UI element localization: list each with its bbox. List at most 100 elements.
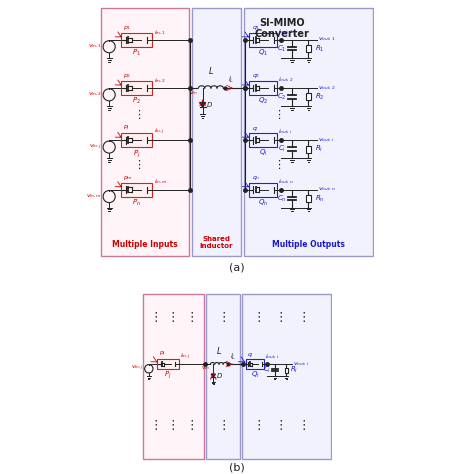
Text: $\vdots$: $\vdots$ bbox=[274, 310, 283, 324]
Text: $C_{n}$: $C_{n}$ bbox=[277, 193, 286, 204]
Text: $v_{out,1}$: $v_{out,1}$ bbox=[318, 36, 336, 44]
Text: $R_{n}$: $R_{n}$ bbox=[315, 193, 324, 204]
Text: (a): (a) bbox=[229, 262, 245, 272]
Polygon shape bbox=[211, 374, 215, 377]
Polygon shape bbox=[200, 102, 206, 107]
Bar bbox=[157, 359, 179, 369]
Text: $\vdots$: $\vdots$ bbox=[297, 310, 306, 324]
Text: $p_{m}$: $p_{m}$ bbox=[123, 174, 133, 182]
Text: $v_{in,2}$: $v_{in,2}$ bbox=[88, 91, 102, 99]
Bar bbox=[206, 294, 240, 459]
Text: $i_{in,2}$: $i_{in,2}$ bbox=[154, 76, 166, 85]
Text: $i_{in,j}$: $i_{in,j}$ bbox=[180, 352, 191, 362]
Text: $\vdots$: $\vdots$ bbox=[185, 310, 194, 324]
Text: $\vdots$: $\vdots$ bbox=[252, 310, 260, 324]
Bar bbox=[121, 183, 152, 197]
Text: $q_i$: $q_i$ bbox=[247, 351, 255, 359]
Text: $\vdots$: $\vdots$ bbox=[252, 418, 260, 432]
Text: $v_{in,1}$: $v_{in,1}$ bbox=[88, 43, 102, 50]
Text: Multiple Inputs: Multiple Inputs bbox=[112, 240, 178, 249]
Bar bbox=[101, 8, 189, 255]
Text: $R_{2}$: $R_{2}$ bbox=[315, 92, 324, 102]
Text: $p_{2}$: $p_{2}$ bbox=[123, 72, 132, 80]
Text: Multiple Outputs: Multiple Outputs bbox=[272, 240, 345, 249]
Text: $\vdots$: $\vdots$ bbox=[133, 108, 141, 120]
Text: $\vdots$: $\vdots$ bbox=[133, 158, 141, 172]
Text: $\vdots$: $\vdots$ bbox=[149, 418, 158, 432]
Bar bbox=[246, 359, 264, 369]
Text: $v_{in}$: $v_{in}$ bbox=[201, 364, 210, 372]
Text: $v_{in,j}$: $v_{in,j}$ bbox=[131, 364, 144, 374]
Polygon shape bbox=[171, 362, 175, 366]
Polygon shape bbox=[141, 187, 147, 193]
Text: $\vdots$: $\vdots$ bbox=[166, 310, 175, 324]
Text: $\vdots$: $\vdots$ bbox=[273, 158, 281, 172]
Bar bbox=[249, 81, 277, 95]
Text: $D$: $D$ bbox=[216, 371, 223, 380]
Text: SI-MIMO
Converter: SI-MIMO Converter bbox=[255, 18, 310, 39]
Text: $C_{i}$: $C_{i}$ bbox=[278, 144, 286, 154]
Text: $i_L$: $i_L$ bbox=[228, 74, 234, 85]
Text: $P_{n}$: $P_{n}$ bbox=[132, 198, 141, 208]
Bar bbox=[249, 33, 277, 47]
Bar bbox=[121, 33, 152, 47]
Text: $v_{out,n}$: $v_{out,n}$ bbox=[318, 186, 336, 193]
Bar bbox=[244, 8, 373, 255]
Text: $i_{out,n}$: $i_{out,n}$ bbox=[278, 178, 294, 186]
Polygon shape bbox=[141, 37, 147, 43]
Text: $q_{1}$: $q_{1}$ bbox=[252, 24, 260, 32]
Polygon shape bbox=[267, 37, 273, 43]
Text: $Q_{n}$: $Q_{n}$ bbox=[258, 198, 268, 208]
Bar bbox=[143, 294, 204, 459]
Text: $\vdots$: $\vdots$ bbox=[166, 418, 175, 432]
Polygon shape bbox=[267, 137, 273, 143]
Text: $v_{out,i}$: $v_{out,i}$ bbox=[293, 360, 309, 368]
Text: Shared
Inductor: Shared Inductor bbox=[200, 236, 233, 249]
Text: $P_j$: $P_j$ bbox=[164, 370, 172, 381]
Text: $P_{2}$: $P_{2}$ bbox=[132, 96, 141, 106]
Text: $q_{i}$: $q_{i}$ bbox=[252, 125, 259, 133]
Text: $C_{1}$: $C_{1}$ bbox=[277, 44, 286, 54]
Bar bbox=[306, 195, 311, 202]
Polygon shape bbox=[141, 85, 147, 91]
Bar bbox=[306, 46, 311, 52]
Bar bbox=[242, 294, 331, 459]
Text: $q_{2}$: $q_{2}$ bbox=[252, 72, 260, 80]
Bar bbox=[306, 146, 311, 153]
Text: $C_{2}$: $C_{2}$ bbox=[277, 92, 286, 102]
Bar bbox=[121, 81, 152, 95]
Text: $C_i$: $C_i$ bbox=[263, 365, 271, 375]
Text: $i_{in,1}$: $i_{in,1}$ bbox=[154, 28, 166, 36]
Text: $Q_{1}$: $Q_{1}$ bbox=[258, 48, 268, 58]
Text: $R_{i}$: $R_{i}$ bbox=[315, 144, 323, 154]
Polygon shape bbox=[267, 85, 273, 91]
Text: $v_{in,j}$: $v_{in,j}$ bbox=[89, 143, 102, 152]
Text: $i_{out,1}$: $i_{out,1}$ bbox=[278, 28, 294, 36]
Text: $i_{in,j}$: $i_{in,j}$ bbox=[154, 127, 165, 137]
Text: (b): (b) bbox=[229, 462, 245, 472]
Bar bbox=[284, 368, 288, 373]
Polygon shape bbox=[258, 362, 262, 366]
Text: $L$: $L$ bbox=[208, 64, 214, 75]
Text: $p_j$: $p_j$ bbox=[159, 349, 166, 359]
Text: $\vdots$: $\vdots$ bbox=[274, 418, 283, 432]
Polygon shape bbox=[141, 137, 147, 143]
Text: $D$: $D$ bbox=[207, 100, 214, 109]
Text: $Q_{2}$: $Q_{2}$ bbox=[258, 96, 268, 106]
Bar bbox=[306, 93, 311, 100]
Bar bbox=[191, 8, 241, 255]
Text: $p_{1}$: $p_{1}$ bbox=[123, 24, 132, 32]
Text: $v_{out,i}$: $v_{out,i}$ bbox=[318, 137, 334, 144]
Text: $\vdots$: $\vdots$ bbox=[297, 418, 306, 432]
Text: $Q_{i}$: $Q_{i}$ bbox=[259, 148, 267, 158]
Text: $P_{1}$: $P_{1}$ bbox=[132, 48, 141, 58]
Text: $v_{in}$: $v_{in}$ bbox=[189, 90, 199, 98]
Text: $Q_i$: $Q_i$ bbox=[251, 370, 259, 380]
Text: $i_{out,2}$: $i_{out,2}$ bbox=[278, 76, 294, 84]
Text: $R_i$: $R_i$ bbox=[291, 365, 299, 375]
Text: $i_{out,i}$: $i_{out,i}$ bbox=[278, 128, 292, 137]
Text: $\vdots$: $\vdots$ bbox=[218, 310, 226, 324]
Polygon shape bbox=[267, 187, 273, 193]
Bar bbox=[249, 183, 277, 197]
Text: $q_{n}$: $q_{n}$ bbox=[252, 174, 261, 182]
